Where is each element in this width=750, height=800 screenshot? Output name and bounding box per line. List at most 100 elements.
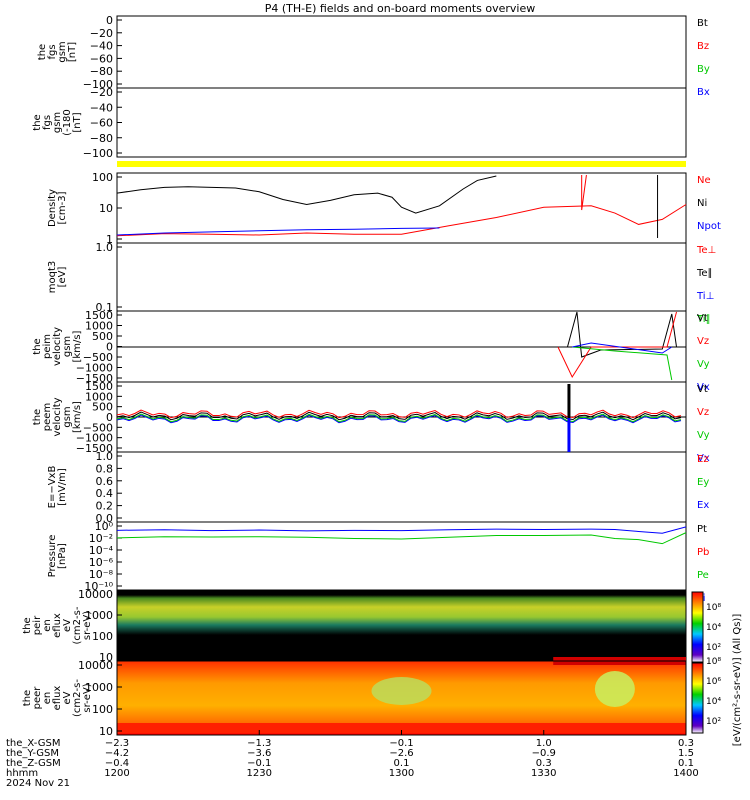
y-axis-label: en — [42, 692, 53, 705]
y-axis-label: gsm — [52, 112, 63, 133]
ve-series-Vy — [116, 413, 682, 423]
y-axis-label: velocity — [52, 397, 63, 436]
panel-frame — [116, 87, 687, 158]
y-axis-label: the — [22, 617, 33, 633]
y-axis-label: sr-eV) — [82, 683, 93, 712]
y-tick-label: 10⁻⁶ — [89, 556, 114, 569]
panel-pressure — [116, 521, 687, 591]
y-tick-label: 0.6 — [96, 475, 114, 488]
y-tick-label: −1000 — [76, 362, 113, 375]
y-tick-label: −80 — [90, 65, 113, 78]
legend-entry: Pe — [697, 570, 709, 581]
legend-entry: Vx — [697, 382, 710, 393]
y-tick-label: 0.4 — [96, 487, 114, 500]
x-tick-label: 1.5 — [678, 748, 694, 759]
legend-entry: Bz — [697, 41, 709, 52]
vi-series-Vz — [557, 311, 677, 379]
y-axis-label: the — [22, 690, 33, 706]
vi-series-Vx — [572, 342, 673, 354]
y-axis-label: [nPa] — [57, 543, 68, 569]
x-tick-label: −3.6 — [247, 748, 271, 759]
y-axis-label: peem — [42, 403, 53, 431]
y-tick-label: 10 — [99, 725, 113, 738]
y-axis-label: peim — [42, 334, 53, 359]
pressure-series-Pe — [116, 532, 687, 545]
y-tick-label: 10⁻² — [89, 532, 113, 545]
y-tick-label: −1500 — [76, 442, 113, 455]
colorbar-tick: 10⁸ — [706, 657, 721, 667]
y-tick-label: 100 — [92, 171, 113, 184]
legend-entry: Bx — [697, 87, 710, 98]
ve-series-Vt — [116, 411, 682, 421]
panel-fgs — [116, 15, 687, 89]
y-axis-label: moqt3 — [47, 261, 58, 294]
y-tick-label: 10 — [99, 202, 113, 215]
legend-entry: Pt — [697, 524, 707, 535]
legend-entry: Pb — [697, 547, 709, 558]
y-axis-label: [nT] — [72, 112, 83, 132]
y-tick-label: 10⁰ — [95, 520, 114, 533]
y-tick-label: 10⁻⁸ — [89, 568, 114, 581]
y-tick-label: 1500 — [85, 380, 113, 393]
density-series-Ni — [116, 175, 497, 214]
panel-frame — [116, 242, 687, 312]
legend-entry: Ey — [697, 477, 709, 488]
y-tick-label: 1000 — [85, 390, 113, 403]
legend-entry: Ti∥ — [696, 314, 711, 325]
y-axis-label: gsm — [57, 41, 68, 62]
y-tick-label: 10⁻¹⁰ — [84, 580, 113, 593]
y-axis-label: fgs — [42, 115, 53, 130]
colorbar-tick: 10⁴ — [706, 697, 721, 707]
y-axis-label: (-180 — [62, 109, 73, 136]
y-tick-label: 1.0 — [96, 241, 114, 254]
density-series-Ne — [116, 204, 687, 237]
legend-entry: Vt — [697, 384, 708, 395]
x-tick-label: −2.6 — [389, 748, 413, 759]
colorbar-electron — [691, 662, 704, 734]
elec-flux-blob — [594, 671, 635, 707]
y-tick-label: 0.8 — [96, 462, 114, 475]
y-axis-label: Density — [47, 189, 58, 227]
y-tick-label: 10⁻⁴ — [89, 544, 114, 557]
y-tick-label: 0 — [106, 341, 113, 354]
y-axis-label: eV — [62, 691, 73, 704]
y-axis-label: [mV/m] — [57, 468, 68, 506]
x-axis-date: 2024 Nov 21 — [6, 778, 70, 789]
legend-entry: Ez — [697, 454, 709, 465]
x-tick-label: 0.1 — [394, 758, 410, 769]
y-tick-label: 0 — [106, 14, 113, 27]
y-tick-label: 1.0 — [96, 450, 114, 463]
y-axis-label: Pressure — [47, 535, 58, 578]
colorbar-ion — [691, 591, 704, 663]
y-tick-label: 500 — [92, 330, 113, 343]
colorbar-tick: 10² — [706, 717, 721, 727]
ion-flux-band — [117, 595, 686, 635]
y-axis-label: [km/s] — [72, 401, 83, 433]
panel-frame — [116, 15, 687, 89]
x-tick-label: −0.1 — [389, 738, 413, 749]
y-axis-label: velocity — [52, 327, 63, 366]
legend-entry: By — [697, 64, 710, 75]
y-axis-label: fgs — [47, 44, 58, 59]
legend-entry: Vy — [697, 430, 710, 441]
panel-frame — [116, 521, 687, 591]
y-tick-label: −1500 — [76, 372, 113, 385]
panel-efield — [116, 451, 687, 523]
x-tick-label: −2.3 — [105, 738, 129, 749]
y-tick-label: −60 — [90, 52, 113, 65]
y-tick-label: 10000 — [78, 659, 113, 672]
legend-entry: Ni — [697, 198, 707, 209]
legend-entry: Vz — [697, 407, 709, 418]
ve-spike — [567, 384, 571, 418]
y-axis-label: sr-eV) — [82, 611, 93, 640]
x-tick-label: −4.2 — [105, 748, 129, 759]
x-axis-row-label: the_X-GSM — [6, 738, 60, 749]
legend-entry: Npot — [697, 221, 721, 232]
quality-flag-bar — [117, 161, 686, 167]
x-axis-row-label: hhmm — [6, 768, 38, 779]
y-axis-label: (cm2-s- — [72, 679, 83, 717]
y-tick-label: 0.0 — [96, 512, 114, 525]
x-tick-label: 0.3 — [536, 758, 552, 769]
y-tick-label: 0.1 — [96, 301, 114, 314]
